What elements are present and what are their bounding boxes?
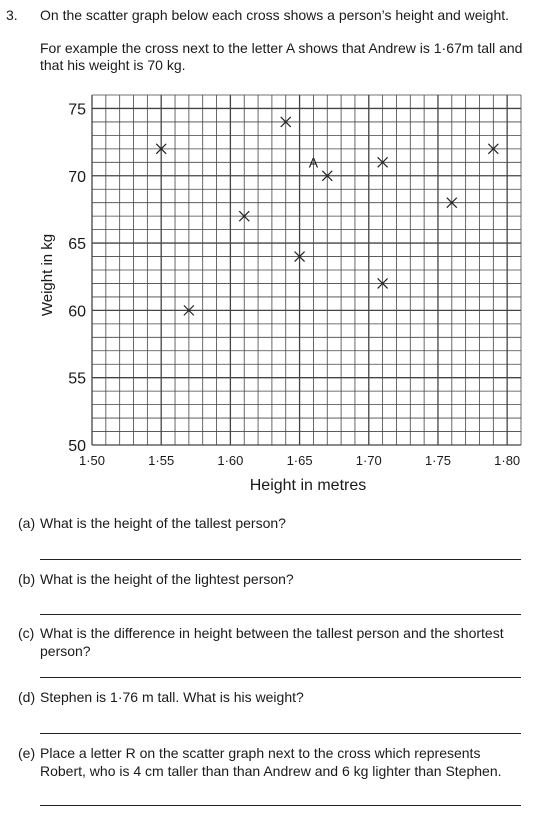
data-point-cross — [321, 170, 333, 182]
y-tick-label: 55 — [68, 371, 86, 388]
x-tick-label: 1·80 — [494, 453, 520, 468]
part-e: (e) Place a letter R on the scatter grap… — [18, 744, 528, 780]
x-axis-label: Height in metres — [250, 477, 367, 494]
x-tick-label: 1·60 — [217, 453, 243, 468]
x-tick-label: 1·55 — [148, 453, 174, 468]
answer-line-b[interactable] — [40, 614, 521, 615]
answer-line-e[interactable] — [40, 805, 521, 806]
part-letter: (a) — [18, 515, 36, 531]
answer-line-d[interactable] — [40, 733, 521, 734]
axis-ticks: 1·50 1·55 1·60 1·65 1·70 1·75 1·80 50 55 60 65 70 75 — [68, 101, 520, 468]
part-letter: (d) — [18, 689, 36, 705]
part-letter: (b) — [18, 571, 36, 587]
y-tick-label: 60 — [68, 303, 86, 320]
grid — [91, 94, 522, 446]
data-points — [155, 116, 499, 316]
data-point-cross — [238, 210, 250, 222]
y-tick-label: 75 — [68, 101, 86, 118]
data-point-cross — [280, 116, 292, 128]
data-point-cross — [155, 143, 167, 155]
part-d: (d) Stephen is 1·76 m tall. What is his … — [18, 688, 528, 706]
y-tick-label: 50 — [68, 438, 86, 455]
scatter-graph: 1·50 1·55 1·60 1·65 1·70 1·75 1·80 50 55 60 65 70 75… — [39, 94, 522, 494]
x-tick-label: 1·50 — [79, 453, 105, 468]
data-point-cross — [377, 156, 389, 168]
answer-line-a[interactable] — [40, 559, 521, 560]
answer-line-c[interactable] — [40, 677, 521, 678]
y-axis-label: Weight in kg — [39, 234, 56, 316]
question-number: 3. — [6, 7, 18, 23]
annotations: A — [309, 155, 319, 171]
part-letter: (c) — [18, 625, 35, 641]
part-a: (a) What is the height of the tallest pe… — [18, 514, 528, 532]
part-letter: (e) — [18, 745, 36, 761]
part-text: What is the difference in height between… — [40, 625, 504, 659]
part-text: Place a letter R on the scatter graph ne… — [40, 745, 502, 779]
x-tick-label: 1·70 — [356, 453, 382, 468]
data-point-cross — [377, 278, 389, 289]
y-tick-label: 65 — [68, 236, 86, 253]
y-tick-label: 70 — [68, 169, 86, 186]
data-point-cross — [487, 143, 499, 155]
x-tick-label: 1·65 — [287, 453, 313, 468]
part-text: Stephen is 1·76 m tall. What is his weig… — [40, 689, 304, 705]
point-annotation: A — [309, 155, 319, 171]
part-text: What is the height of the tallest person… — [40, 515, 286, 531]
part-c: (c) What is the difference in height bet… — [18, 624, 528, 660]
question-intro: On the scatter graph below each cross sh… — [40, 7, 510, 23]
part-text: What is the height of the lightest perso… — [40, 571, 294, 587]
data-point-cross — [446, 197, 458, 209]
data-point-cross — [183, 304, 195, 316]
question-example: For example the cross next to the letter… — [40, 40, 523, 73]
x-tick-label: 1·75 — [425, 453, 451, 468]
part-b: (b) What is the height of the lightest p… — [18, 570, 528, 588]
data-point-cross — [294, 251, 306, 262]
